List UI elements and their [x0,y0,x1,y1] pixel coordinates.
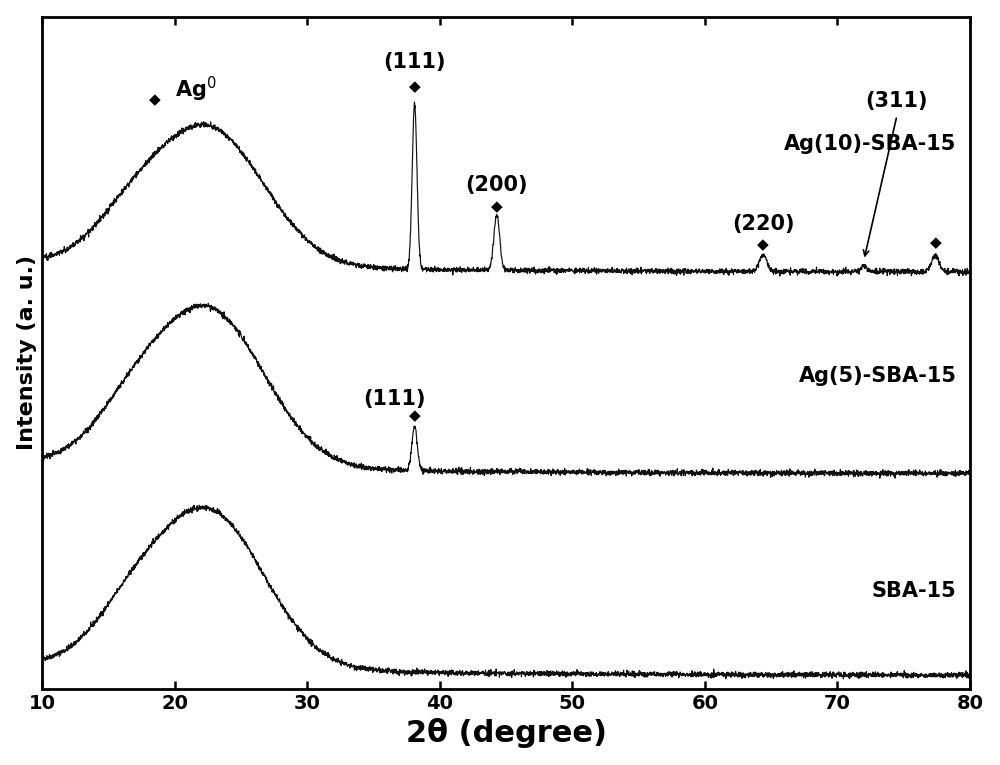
Text: (200): (200) [466,175,528,195]
Text: (311): (311) [866,91,928,111]
Text: Ag(10)-SBA-15: Ag(10)-SBA-15 [784,135,957,155]
Text: ◆: ◆ [409,79,420,94]
Text: SBA-15: SBA-15 [872,581,957,601]
Text: (111): (111) [363,389,426,409]
Text: ◆: ◆ [930,236,941,251]
Text: Ag(5)-SBA-15: Ag(5)-SBA-15 [799,366,957,386]
Text: ◆: ◆ [409,408,420,423]
Text: (111): (111) [383,52,446,72]
Text: ◆: ◆ [149,93,161,107]
X-axis label: 2θ (degree): 2θ (degree) [406,718,607,748]
Text: Ag$^0$: Ag$^0$ [175,75,216,104]
Text: ◆: ◆ [491,199,503,214]
Text: (220): (220) [732,213,794,233]
Y-axis label: Intensity (a. u.): Intensity (a. u.) [17,256,37,451]
Text: ◆: ◆ [757,237,769,252]
